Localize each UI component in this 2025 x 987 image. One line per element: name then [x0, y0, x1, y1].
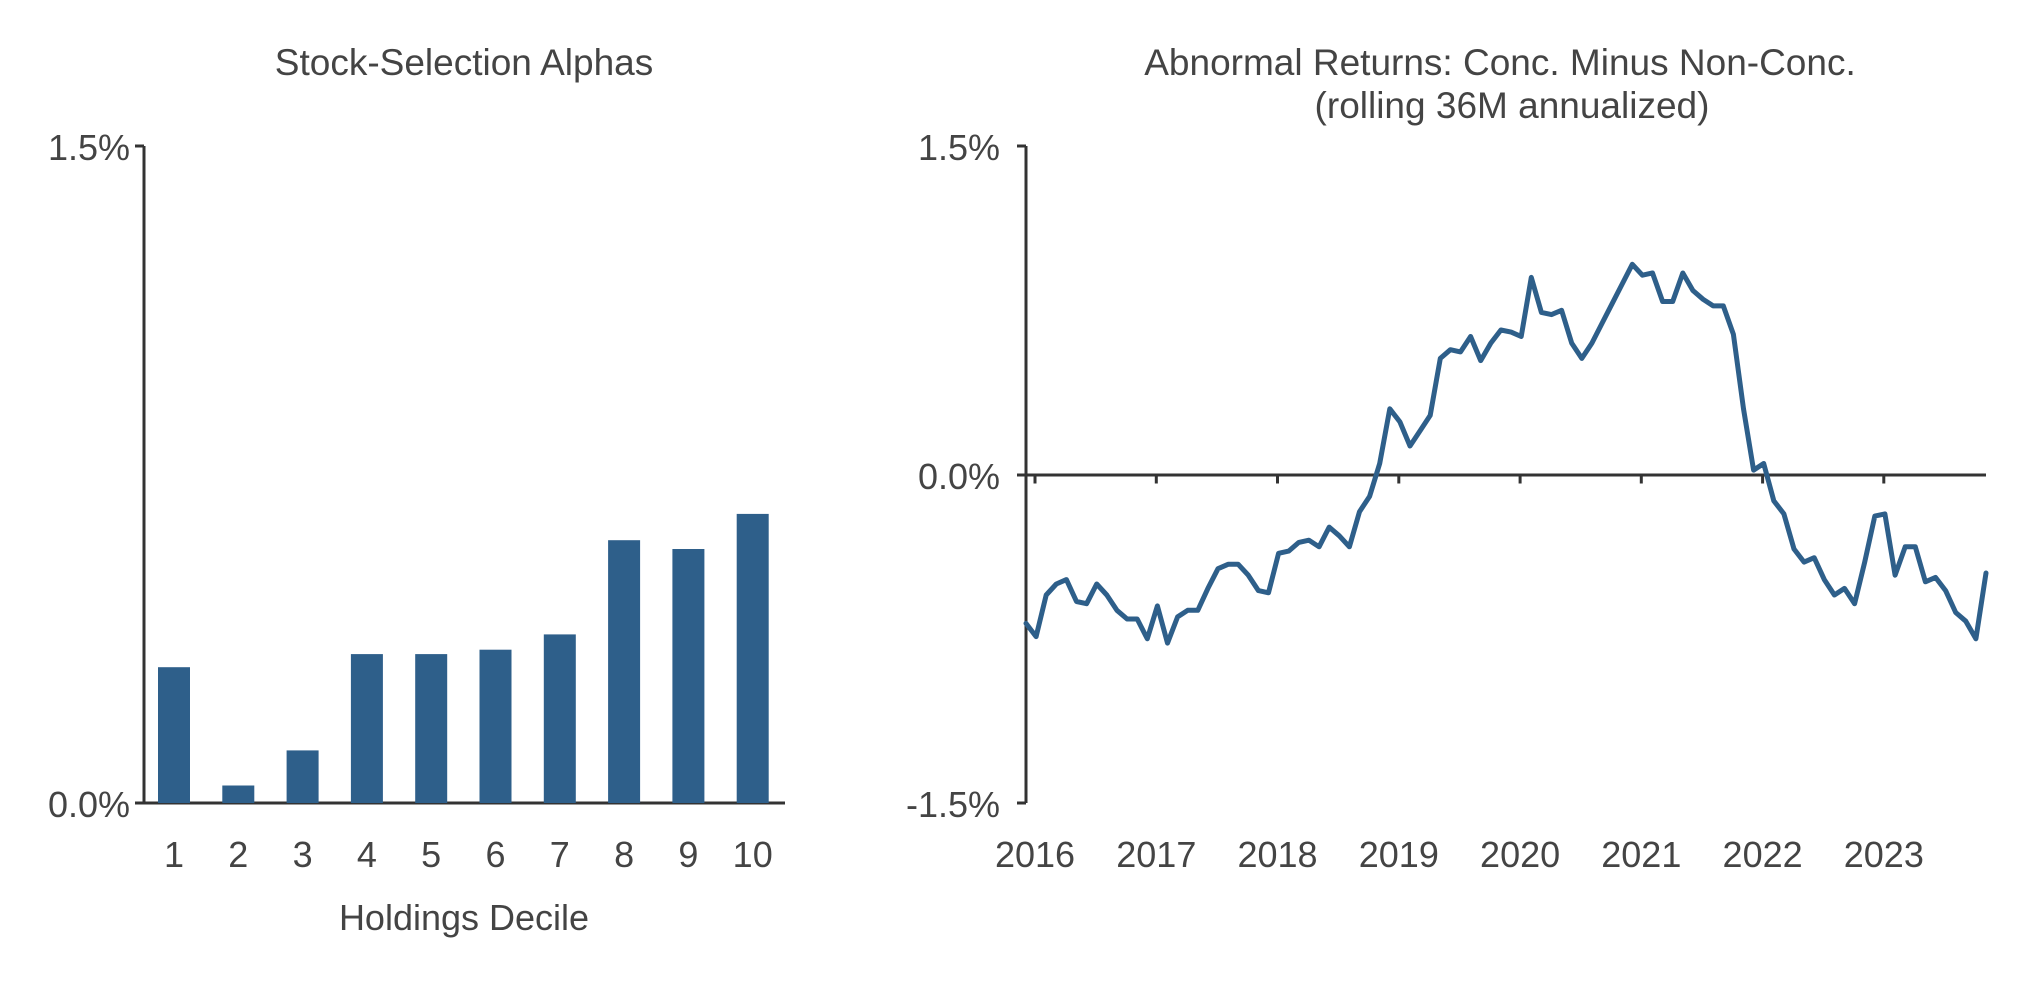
- line-chart-x-tick-label: 2017: [1116, 834, 1196, 875]
- line-chart-y-tick-label: 0.0%: [918, 456, 1000, 497]
- bar-chart-x-tick-label: 6: [485, 834, 505, 875]
- bar-chart-x-tick-label: 3: [293, 834, 313, 875]
- bar-chart-x-tick-label: 4: [357, 834, 377, 875]
- bar-chart-x-tick-label: 5: [421, 834, 441, 875]
- line-chart-plot-area: 1.5% 0.0% -1.5% 2016 2017 2018 2019 2020 2021…: [906, 127, 1989, 875]
- bar-chart-x-tick-label: 7: [550, 834, 570, 875]
- line-chart-x-tick-label: 2023: [1844, 834, 1924, 875]
- line-chart-x-tick-label: 2021: [1601, 834, 1681, 875]
- bar-chart-x-tick-label: 10: [733, 834, 773, 875]
- bar-series: [158, 513, 769, 803]
- bar-chart-plot-area: 1.5% 0.0% 1 2 3 4 5 6 7 8 9 10: [48, 127, 785, 875]
- line-chart-title: Abnormal Returns: Conc. Minus Non-Conc.: [1144, 42, 1856, 83]
- bar-chart-x-tick-label: 8: [614, 834, 634, 875]
- bar-decile-7: [543, 634, 576, 803]
- line-chart-x-tick-label: 2016: [995, 834, 1075, 875]
- bar-decile-3: [286, 750, 319, 803]
- bar-decile-8: [608, 540, 641, 803]
- bar-chart-x-tick-label: 1: [164, 834, 184, 875]
- line-chart-x-tick-label: 2018: [1237, 834, 1317, 875]
- line-chart-y-tick-label: -1.5%: [906, 784, 1000, 825]
- bar-chart-x-tick-labels: 1 2 3 4 5 6 7 8 9 10: [164, 834, 773, 875]
- bar-decile-1: [158, 667, 190, 803]
- line-chart-x-tick-label: 2020: [1480, 834, 1560, 875]
- bar-decile-5: [415, 654, 448, 803]
- line-chart-panel: Abnormal Returns: Conc. Minus Non-Conc. …: [906, 42, 1989, 875]
- bar-decile-9: [672, 549, 705, 803]
- line-chart-x-tick-label: 2019: [1359, 834, 1439, 875]
- bar-chart-x-tick-label: 9: [678, 834, 698, 875]
- bar-chart-y-tick-label: 0.0%: [48, 784, 130, 825]
- bar-decile-6: [479, 649, 512, 803]
- bar-decile-4: [350, 654, 383, 803]
- line-chart-x-ticks: 2016 2017 2018 2019 2020 2021 2022 2023: [995, 474, 1924, 875]
- bar-chart-panel: Stock-Selection Alphas 1.5% 0.0% 1 2 3 4 5 6 7…: [48, 42, 785, 938]
- bar-chart-title: Stock-Selection Alphas: [275, 42, 653, 83]
- bar-chart-x-tick-label: 2: [228, 834, 248, 875]
- bar-chart-y-tick-label: 1.5%: [48, 127, 130, 168]
- bar-decile-2: [222, 785, 255, 803]
- bar-chart-x-axis-label: Holdings Decile: [339, 897, 589, 938]
- line-series: [1023, 261, 1989, 646]
- line-chart-subtitle: (rolling 36M annualized): [1315, 85, 1710, 126]
- line-chart-x-tick-label: 2022: [1723, 834, 1803, 875]
- line-chart-y-tick-label: 1.5%: [918, 127, 1000, 168]
- bar-decile-10: [736, 513, 769, 803]
